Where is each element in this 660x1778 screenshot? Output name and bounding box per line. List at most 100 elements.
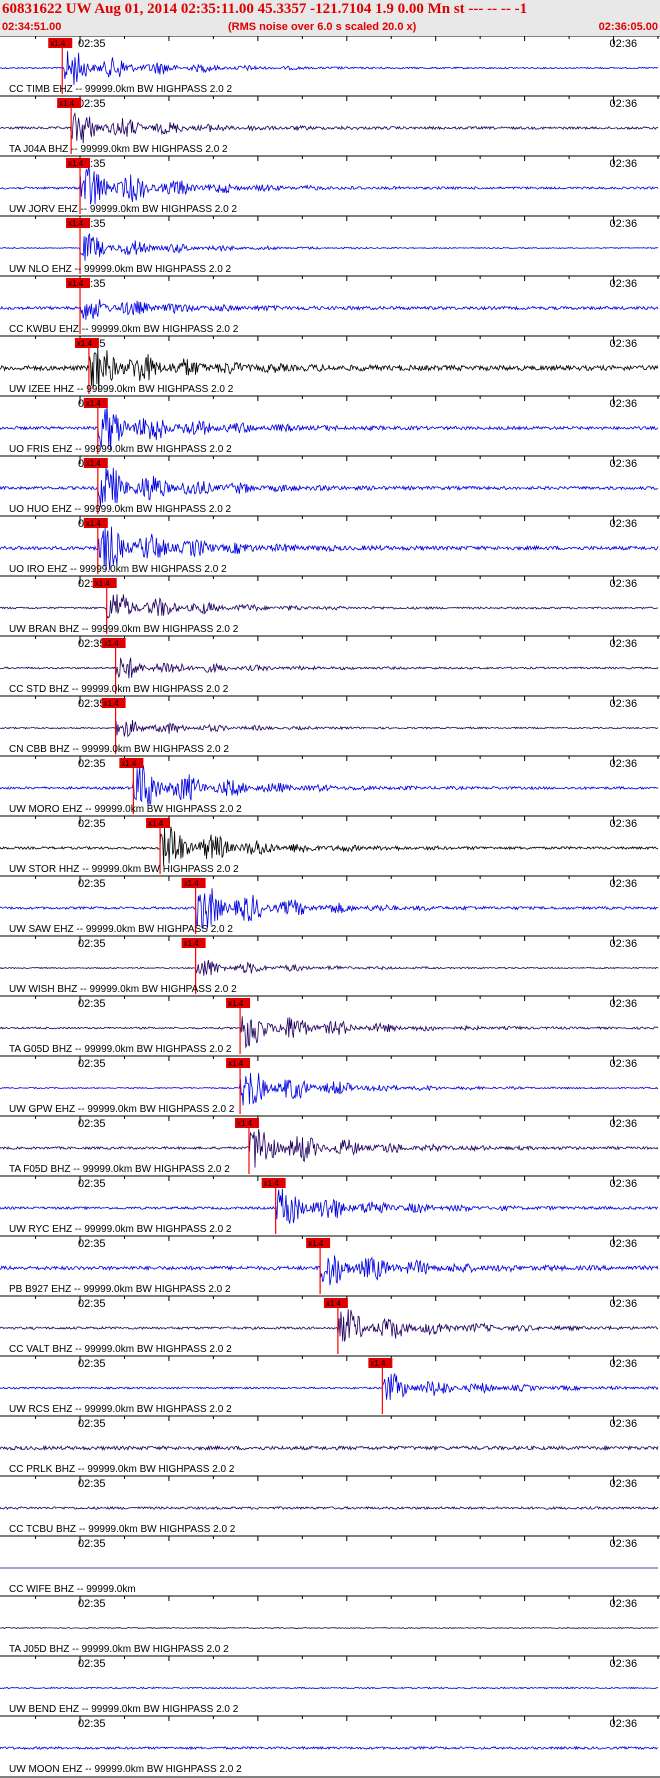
pick-label: x1.4 <box>308 1239 324 1248</box>
waveform-trace <box>0 232 659 261</box>
pick-label: x1.4 <box>77 339 93 348</box>
station-label: TA G05D BHZ -- 99999.0km BW HIGHPASS 2.0… <box>9 1044 232 1055</box>
pick-label: x1.4 <box>86 519 102 528</box>
station-label: UO FRIS EHZ -- 99999.0km BW HIGHPASS 2.0… <box>9 444 232 455</box>
minute-label: 02:36 <box>610 1358 638 1370</box>
minute-label: 02:36 <box>610 1658 638 1670</box>
station-label: UW BEND EHZ -- 99999.0km BW HIGHPASS 2.0… <box>9 1704 239 1715</box>
minute-label: 02:36 <box>610 398 638 410</box>
waveform-trace <box>0 1309 659 1342</box>
station-label: UW IZEE HHZ -- 99999.0km BW HIGHPASS 2.0… <box>9 384 234 395</box>
pick-label: x1.4 <box>59 99 75 108</box>
waveform-trace <box>0 1255 659 1286</box>
station-label: CC PRLK BHZ -- 99999.0km BW HIGHPASS 2.0… <box>9 1464 235 1475</box>
minute-label: 02:35 <box>78 1178 106 1190</box>
pick-label-box <box>306 1238 331 1248</box>
pick-label: x1.4 <box>237 1119 253 1128</box>
pick-label-box <box>66 158 91 168</box>
minute-label: 02:36 <box>610 938 638 950</box>
waveform-trace <box>0 1626 659 1630</box>
waveform-trace <box>0 1745 659 1751</box>
minute-label: 02:36 <box>610 1058 638 1070</box>
waveform-trace <box>0 166 659 205</box>
minute-label: 02:36 <box>610 1418 638 1430</box>
pick-label-box <box>261 1178 286 1188</box>
pick-label-box <box>368 1358 393 1368</box>
station-label: CC TCBU BHZ -- 99999.0km BW HIGHPASS 2.0… <box>9 1524 236 1535</box>
station-label: CC KWBU EHZ -- 99999.0km BW HIGHPASS 2.0… <box>9 324 239 335</box>
waveform-trace <box>0 526 659 571</box>
minute-label: 02:36 <box>610 758 638 770</box>
minute-label: 02:35 <box>78 1658 106 1670</box>
minute-label: 02:36 <box>610 998 638 1010</box>
waveform-trace <box>0 347 659 392</box>
seismogram-plot: 02:35 02:36 x1.4 CC TIMB EHZ -- 99999.0km B… <box>0 36 660 1778</box>
pick-label: x1.4 <box>104 639 120 648</box>
station-label: UW MORO EHZ -- 99999.0km BW HIGHPASS 2.0… <box>9 804 242 815</box>
minute-label: 02:35 <box>78 38 106 50</box>
minute-label: 02:35 <box>78 1598 106 1610</box>
station-label: UW RYC EHZ -- 99999.0km BW HIGHPASS 2.0 … <box>9 1224 232 1235</box>
pick-label-box <box>66 278 91 288</box>
station-label: UW SAW EHZ -- 99999.0km BW HIGHPASS 2.0 … <box>9 924 233 935</box>
minute-label: 02:36 <box>610 1118 638 1130</box>
pick-label-box <box>83 398 108 408</box>
minute-label: 02:36 <box>610 578 638 590</box>
chart-header: 60831622 UW Aug 01, 2014 02:35:11.00 45.… <box>0 0 660 36</box>
pick-label: x1.4 <box>228 1059 244 1068</box>
station-label: UO IRO EHZ -- 99999.0km BW HIGHPASS 2.0 … <box>9 564 227 575</box>
minute-label: 02:36 <box>610 518 638 530</box>
waveform-trace <box>0 657 659 679</box>
pick-label-box <box>83 458 108 468</box>
pick-label-box <box>323 1298 348 1308</box>
pick-label-box <box>57 98 82 108</box>
minute-label: 02:36 <box>610 1238 638 1250</box>
minute-label: 02:36 <box>610 1478 638 1490</box>
minute-label: 02:35 <box>78 758 106 770</box>
pick-label: x1.4 <box>68 219 84 228</box>
pick-label: x1.4 <box>104 699 120 708</box>
minute-label: 02:36 <box>610 698 638 710</box>
pick-label: x1.4 <box>86 459 102 468</box>
minute-label: 02:35 <box>78 1238 106 1250</box>
waveform-trace <box>0 1505 659 1511</box>
pick-label-box <box>181 878 206 888</box>
station-label: UW GPW EHZ -- 99999.0km BW HIGHPASS 2.0 … <box>9 1104 235 1115</box>
minute-label: 02:35 <box>78 1058 106 1070</box>
minute-label: 02:36 <box>610 218 638 230</box>
waveform-trace <box>0 1686 659 1690</box>
pick-label-box <box>119 758 144 768</box>
minute-label: 02:36 <box>610 1538 638 1550</box>
minute-label: 02:36 <box>610 1718 638 1730</box>
pick-label: x1.4 <box>50 39 66 48</box>
pick-label: x1.4 <box>68 159 84 168</box>
pick-label-box <box>234 1118 259 1128</box>
minute-label: 02:35 <box>78 98 106 110</box>
minute-label: 02:35 <box>78 1478 106 1490</box>
waveform-trace <box>0 50 659 85</box>
pick-label-box <box>146 818 171 828</box>
waveform-trace <box>0 765 659 806</box>
minute-label: 02:36 <box>610 278 638 290</box>
station-label: UW BRAN BHZ -- 99999.0km BW HIGHPASS 2.0… <box>9 624 239 635</box>
minute-label: 02:35 <box>78 1118 106 1130</box>
minute-label: 02:35 <box>78 1418 106 1430</box>
rms-note: (RMS noise over 6.0 s scaled 20.0 x) <box>228 21 417 33</box>
waveform-trace <box>0 405 659 451</box>
station-label: UW JORV EHZ -- 99999.0km BW HIGHPASS 2.0… <box>9 204 237 215</box>
pick-label-box <box>101 698 126 708</box>
station-label: TA J05D BHZ -- 99999.0km BW HIGHPASS 2.0… <box>9 1644 229 1655</box>
start-time: 02:34:51.00 <box>2 21 62 33</box>
event-title: 60831622 UW Aug 01, 2014 02:35:11.00 45.… <box>2 1 528 17</box>
minute-label: 02:36 <box>610 878 638 890</box>
pick-label-box <box>83 518 108 528</box>
waveform-trace <box>0 719 659 738</box>
minute-label: 02:35 <box>78 938 106 950</box>
station-label: UW STOR HHZ -- 99999.0km BW HIGHPASS 2.0… <box>9 864 239 875</box>
waveform-trace <box>0 111 659 144</box>
minute-label: 02:35 <box>78 878 106 890</box>
minute-label: 02:35 <box>78 818 106 830</box>
station-label: CC STD BHZ -- 99999.0km BW HIGHPASS 2.0 … <box>9 684 229 695</box>
waveform-trace <box>0 826 659 866</box>
pick-label: x1.4 <box>86 399 102 408</box>
